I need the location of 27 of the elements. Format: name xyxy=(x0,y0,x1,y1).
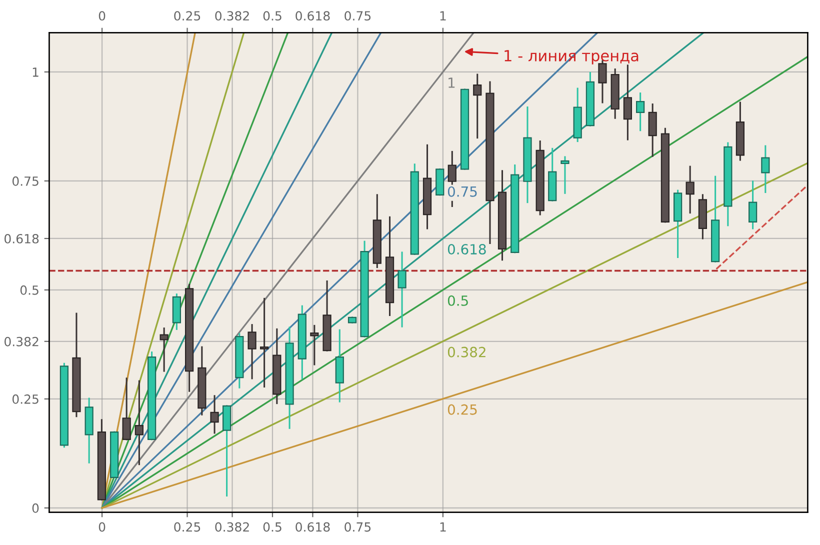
x-tick-label: 0.382 xyxy=(215,522,249,532)
series-label: 0.382 xyxy=(448,346,486,358)
x-tick-label: 0 xyxy=(98,522,106,532)
x2-tick-label: 0.75 xyxy=(344,11,371,21)
x-tick-label: 0.25 xyxy=(174,522,200,532)
x-tick-label: 0.5 xyxy=(263,522,282,532)
y-tick-label: 0.25 xyxy=(12,394,38,404)
x-tick-label: 0.75 xyxy=(344,522,371,532)
x2-tick-label: 0.5 xyxy=(263,11,282,21)
x2-tick-label: 0.618 xyxy=(296,11,330,21)
y-tick-label: 0.382 xyxy=(4,336,38,346)
y-tick-label: 0.5 xyxy=(20,285,38,295)
x2-tick-label: 0 xyxy=(98,11,106,21)
x-tick-label: 1 xyxy=(440,522,446,532)
x2-tick-label: 0.25 xyxy=(174,11,200,21)
series-label: 0.5 xyxy=(448,295,468,306)
series-label: 0.75 xyxy=(448,186,477,197)
series-label: 0.618 xyxy=(448,244,486,255)
x2-tick-label: 1 xyxy=(440,11,446,20)
series-label: 0.25 xyxy=(448,404,477,415)
series-label: 1 xyxy=(448,78,455,88)
x2-tick-label: 0.382 xyxy=(215,11,249,21)
y-tick-label: 0 xyxy=(32,503,39,513)
y-tick-label: 0.618 xyxy=(4,234,39,244)
y-tick-label: 0.75 xyxy=(12,176,38,186)
y-tick-label: 1 xyxy=(32,68,38,77)
x-tick-label: 0.618 xyxy=(296,522,330,532)
